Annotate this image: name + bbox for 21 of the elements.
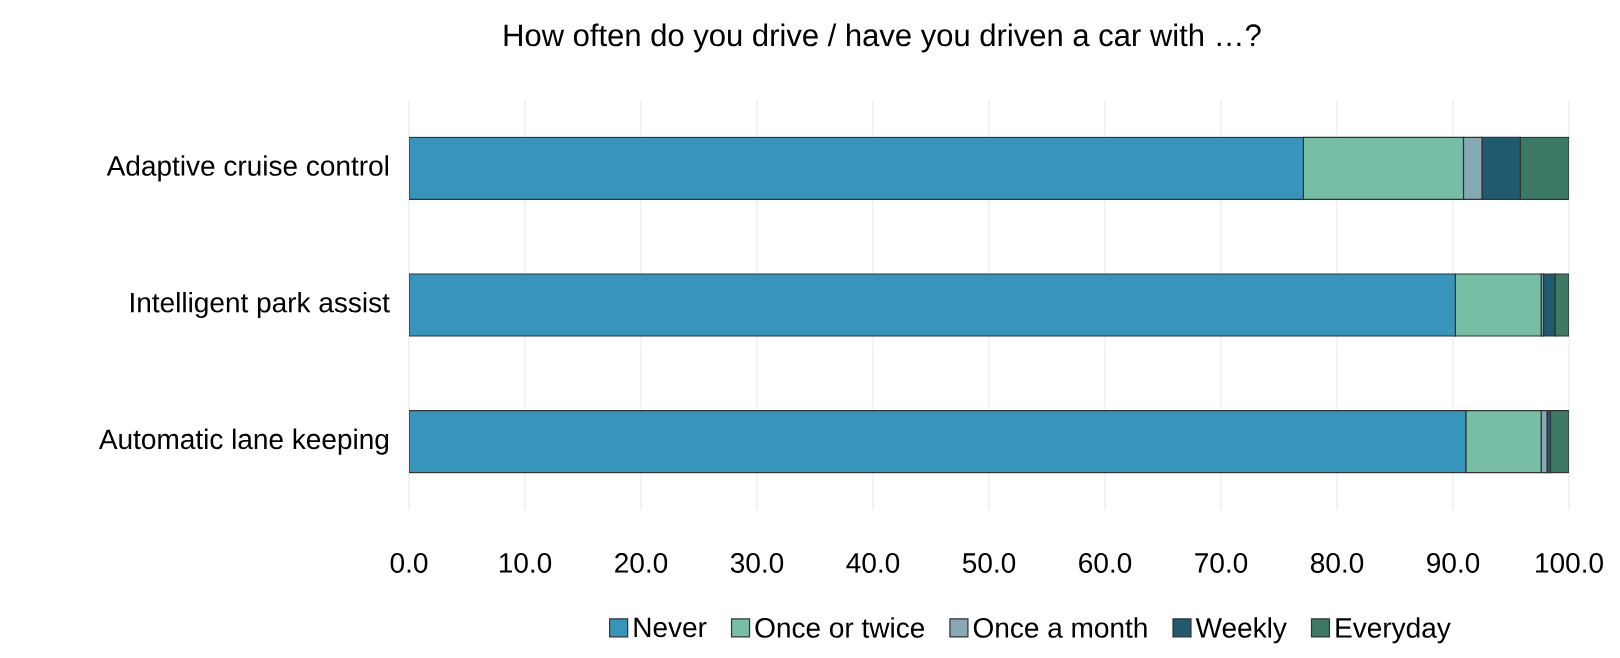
x-tick-label: 90.0 xyxy=(1427,553,1480,573)
x-tick-label: 100.0 xyxy=(1536,553,1603,573)
chart-title: How often do you drive / have you driven a car with …? xyxy=(504,23,1261,53)
x-tick-label: 0.0 xyxy=(390,553,428,573)
legend-label: Everyday xyxy=(1336,617,1451,644)
legend-label: Weekly xyxy=(1195,617,1287,644)
x-tick-label: 80.0 xyxy=(1310,553,1364,573)
legend-label: Once or twice xyxy=(755,617,925,638)
y-tick-label: Adaptive cruise control xyxy=(106,155,389,182)
legend-label: Never xyxy=(634,617,707,638)
y-tick-label: Automatic lane keeping xyxy=(98,428,389,455)
bar xyxy=(1549,410,1570,474)
x-tick-label: 10.0 xyxy=(499,553,552,573)
x-tick-label: 50.0 xyxy=(962,553,1016,573)
x-tick-label: 60.0 xyxy=(1079,553,1132,573)
x-tick-label: 20.0 xyxy=(615,553,668,573)
x-tick-label: 70.0 xyxy=(1195,553,1248,573)
x-tick-label: 30.0 xyxy=(730,553,784,573)
y-tick-label: Intelligent park assist xyxy=(131,291,390,319)
x-tick-label: 40.0 xyxy=(846,553,900,573)
legend-label: Once a month xyxy=(973,617,1147,638)
